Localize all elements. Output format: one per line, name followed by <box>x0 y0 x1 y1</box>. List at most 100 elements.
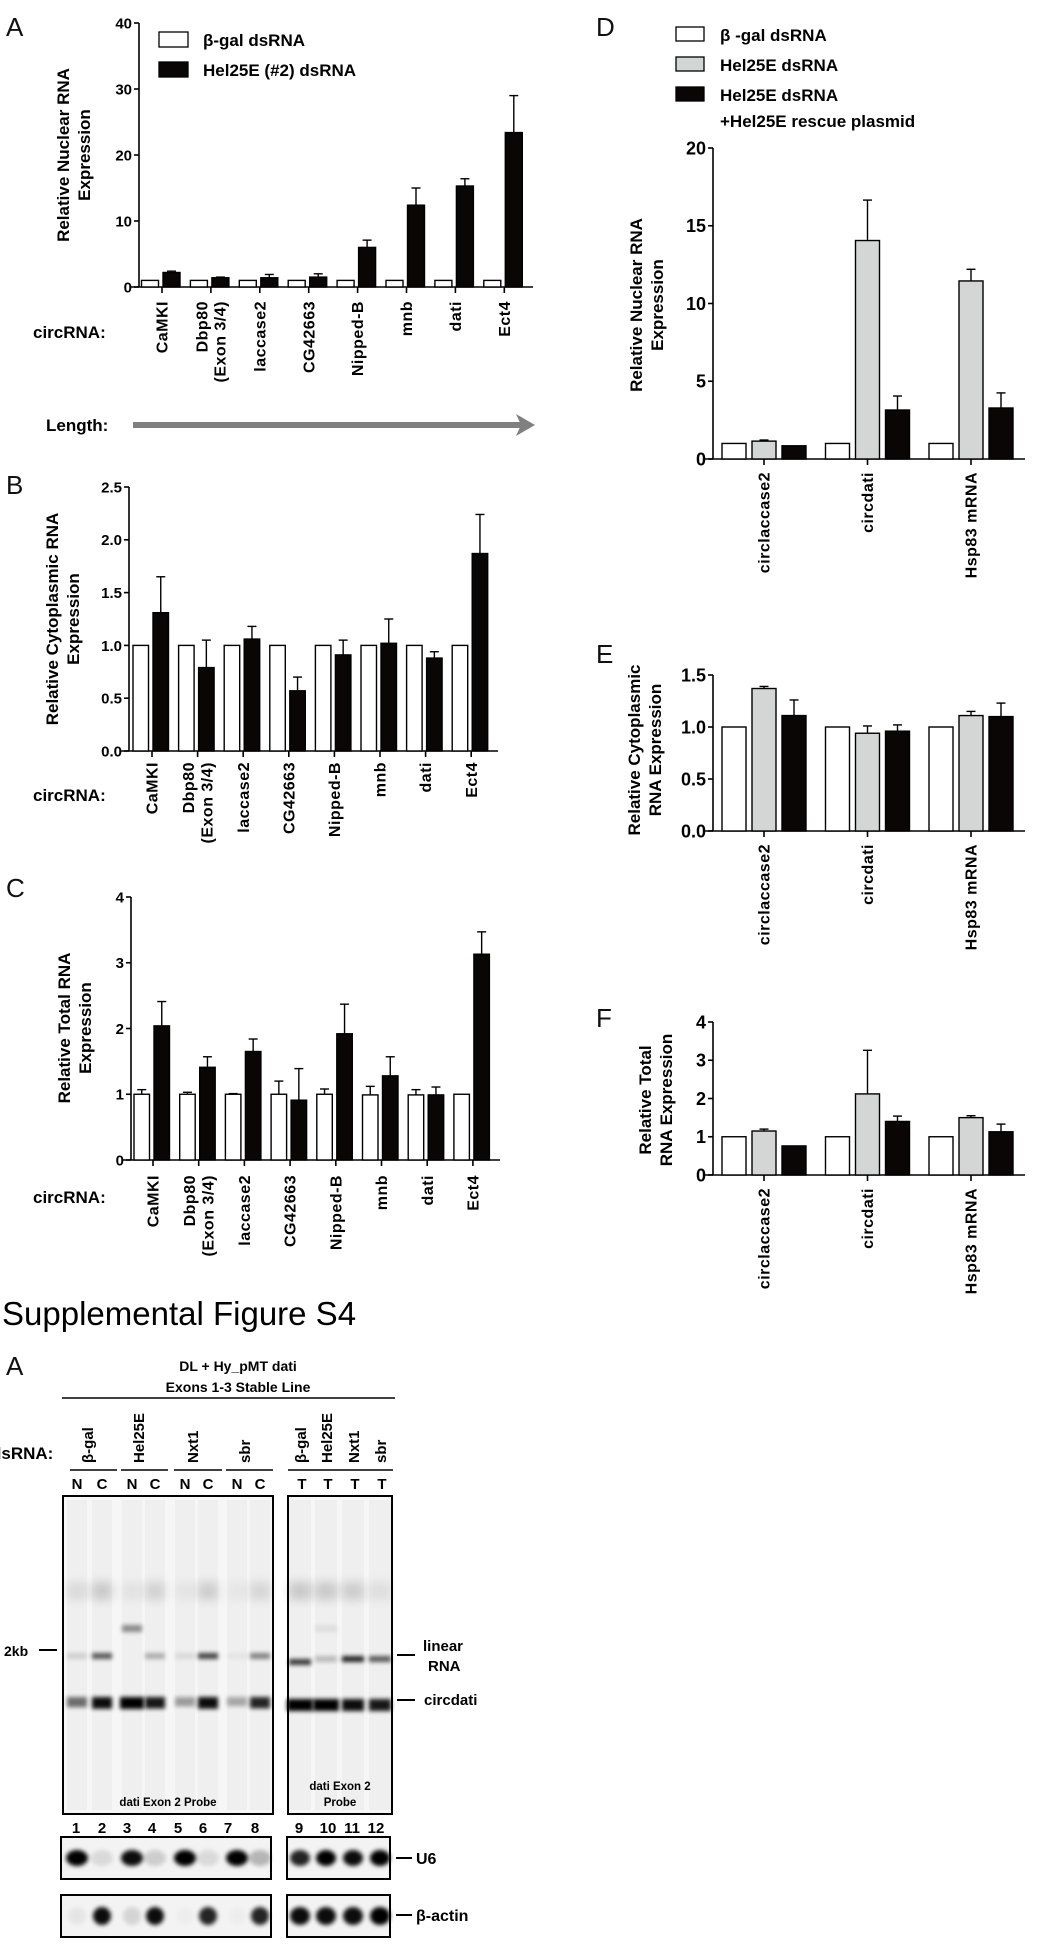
bar-gray <box>751 1130 777 1176</box>
bar-black <box>988 1131 1014 1176</box>
dsrna-group-label: sbr <box>373 1439 390 1463</box>
band-circdati <box>313 1699 339 1711</box>
lane-number: 7 <box>224 1820 232 1837</box>
band-upper-smear <box>92 1582 112 1600</box>
lane-number: 12 <box>368 1820 385 1837</box>
bar-gray <box>958 1116 984 1176</box>
legend-swatch-black <box>675 86 705 102</box>
band-upper-smear <box>122 1582 142 1600</box>
actin-label: β-actin <box>416 1908 468 1925</box>
band-upper-smear <box>198 1582 218 1600</box>
x-category-label: CaMKI <box>146 1175 163 1227</box>
fraction-label: T <box>323 1476 332 1493</box>
x-category-label: dati <box>418 762 435 792</box>
band-upper-smear <box>175 1582 195 1600</box>
x-prefix-label: circRNA: <box>33 323 106 342</box>
fraction-label: T <box>377 1476 386 1493</box>
legend-a: β-gal dsRNA Hel25E (#2) dsRNA <box>158 31 356 80</box>
bar-white <box>360 644 378 752</box>
actin-band <box>370 1907 390 1925</box>
bar-black <box>988 715 1014 832</box>
bar-white <box>451 644 469 752</box>
band-extra <box>122 1625 142 1632</box>
bar-white <box>336 279 355 288</box>
u6-band <box>197 1850 219 1866</box>
y-tick-label: 1 <box>696 1127 706 1147</box>
bar-black <box>471 552 489 752</box>
y-tick-label: 0.5 <box>681 769 706 789</box>
y-tick-label: 3 <box>116 955 124 972</box>
band-linear-rna <box>92 1653 112 1659</box>
legend-label-hel25e: Hel25E dsRNA <box>720 56 838 75</box>
lane-streak <box>315 1500 337 1810</box>
lane-number: 2 <box>98 1820 106 1837</box>
y-tick-label: 15 <box>686 216 706 236</box>
legend-swatch-black <box>158 61 189 78</box>
dsrna-group-label: Hel25E <box>319 1413 336 1463</box>
u6-band <box>91 1850 113 1866</box>
x-category-label: Ect4 <box>464 762 481 798</box>
u6-band <box>144 1850 166 1866</box>
legend-d: β -gal dsRNA Hel25E dsRNA Hel25E dsRNA +… <box>675 26 915 131</box>
bar-white <box>189 279 209 288</box>
bar-white <box>224 1093 242 1161</box>
bar-gray <box>751 687 777 832</box>
bar-black <box>380 642 398 752</box>
chart-rescue-cytoplasmic-expression: 0.0 0.5 1.0 1.5 Relative Cytoplasmic RNA Expr… <box>625 664 1025 950</box>
y-axis-label: Expression <box>648 259 667 351</box>
x-category-label: circdati <box>860 472 877 533</box>
dsrna-label: dsRNA: <box>0 1444 53 1463</box>
blot-actin-panel <box>60 1894 391 1938</box>
bar-white <box>434 279 453 288</box>
fraction-label: C <box>203 1476 214 1493</box>
u6-band <box>174 1850 196 1866</box>
bar-white <box>824 726 851 832</box>
bar-black <box>153 1025 171 1161</box>
lane-streak <box>342 1500 364 1810</box>
right-probe-label-line1: dati Exon 2 <box>309 1781 370 1793</box>
fraction-label: C <box>97 1476 108 1493</box>
bar-black <box>455 185 475 288</box>
lane-number: 1 <box>72 1820 80 1837</box>
y-tick-label: 1 <box>116 1087 124 1104</box>
blot-u6-panel <box>60 1836 391 1880</box>
bar-white <box>407 1094 425 1161</box>
bar-gray <box>751 440 777 460</box>
panel-letter-a: A <box>6 12 24 42</box>
bar-white <box>132 644 150 752</box>
bar-black <box>309 276 328 288</box>
bar-black <box>211 277 230 288</box>
bar-white <box>316 1093 333 1161</box>
x-category-label: mnb <box>399 301 416 336</box>
band-linear-rna <box>289 1659 311 1665</box>
actin-band <box>123 1907 141 1925</box>
x-category-label: laccase2 <box>252 301 269 372</box>
panel-letter-f: F <box>596 1003 612 1033</box>
band-linear-rna <box>145 1653 165 1659</box>
y-tick-label: 0.5 <box>101 691 122 708</box>
bar-black <box>884 409 911 460</box>
band-upper-smear <box>342 1582 364 1600</box>
x-category-label: CG42663 <box>301 301 318 373</box>
u6-band <box>343 1850 363 1866</box>
actin-band <box>228 1907 246 1925</box>
bar-white <box>223 644 241 752</box>
linear-rna-label-line2: RNA <box>428 1658 461 1675</box>
y-tick-label: 0.0 <box>101 743 122 760</box>
lane-number: 3 <box>123 1820 131 1837</box>
bar-white <box>453 1093 471 1161</box>
lane-number: 11 <box>344 1820 360 1837</box>
y-tick-label: 2.0 <box>101 532 122 549</box>
y-tick-label: 1.0 <box>681 717 706 737</box>
band-upper-smear <box>145 1582 165 1600</box>
band-upper-smear <box>227 1582 247 1600</box>
y-tick-label: 0 <box>116 1152 124 1169</box>
blot-header-line2: Exons 1-3 Stable Line <box>166 1379 311 1395</box>
x-category-label: Ect4 <box>497 301 514 337</box>
x-category-label: Nipped-B <box>327 762 344 837</box>
band-circdati <box>145 1697 165 1709</box>
actin-band <box>290 1907 310 1925</box>
u6-band <box>290 1850 310 1866</box>
x-category-label: Dbp80 <box>194 301 211 352</box>
